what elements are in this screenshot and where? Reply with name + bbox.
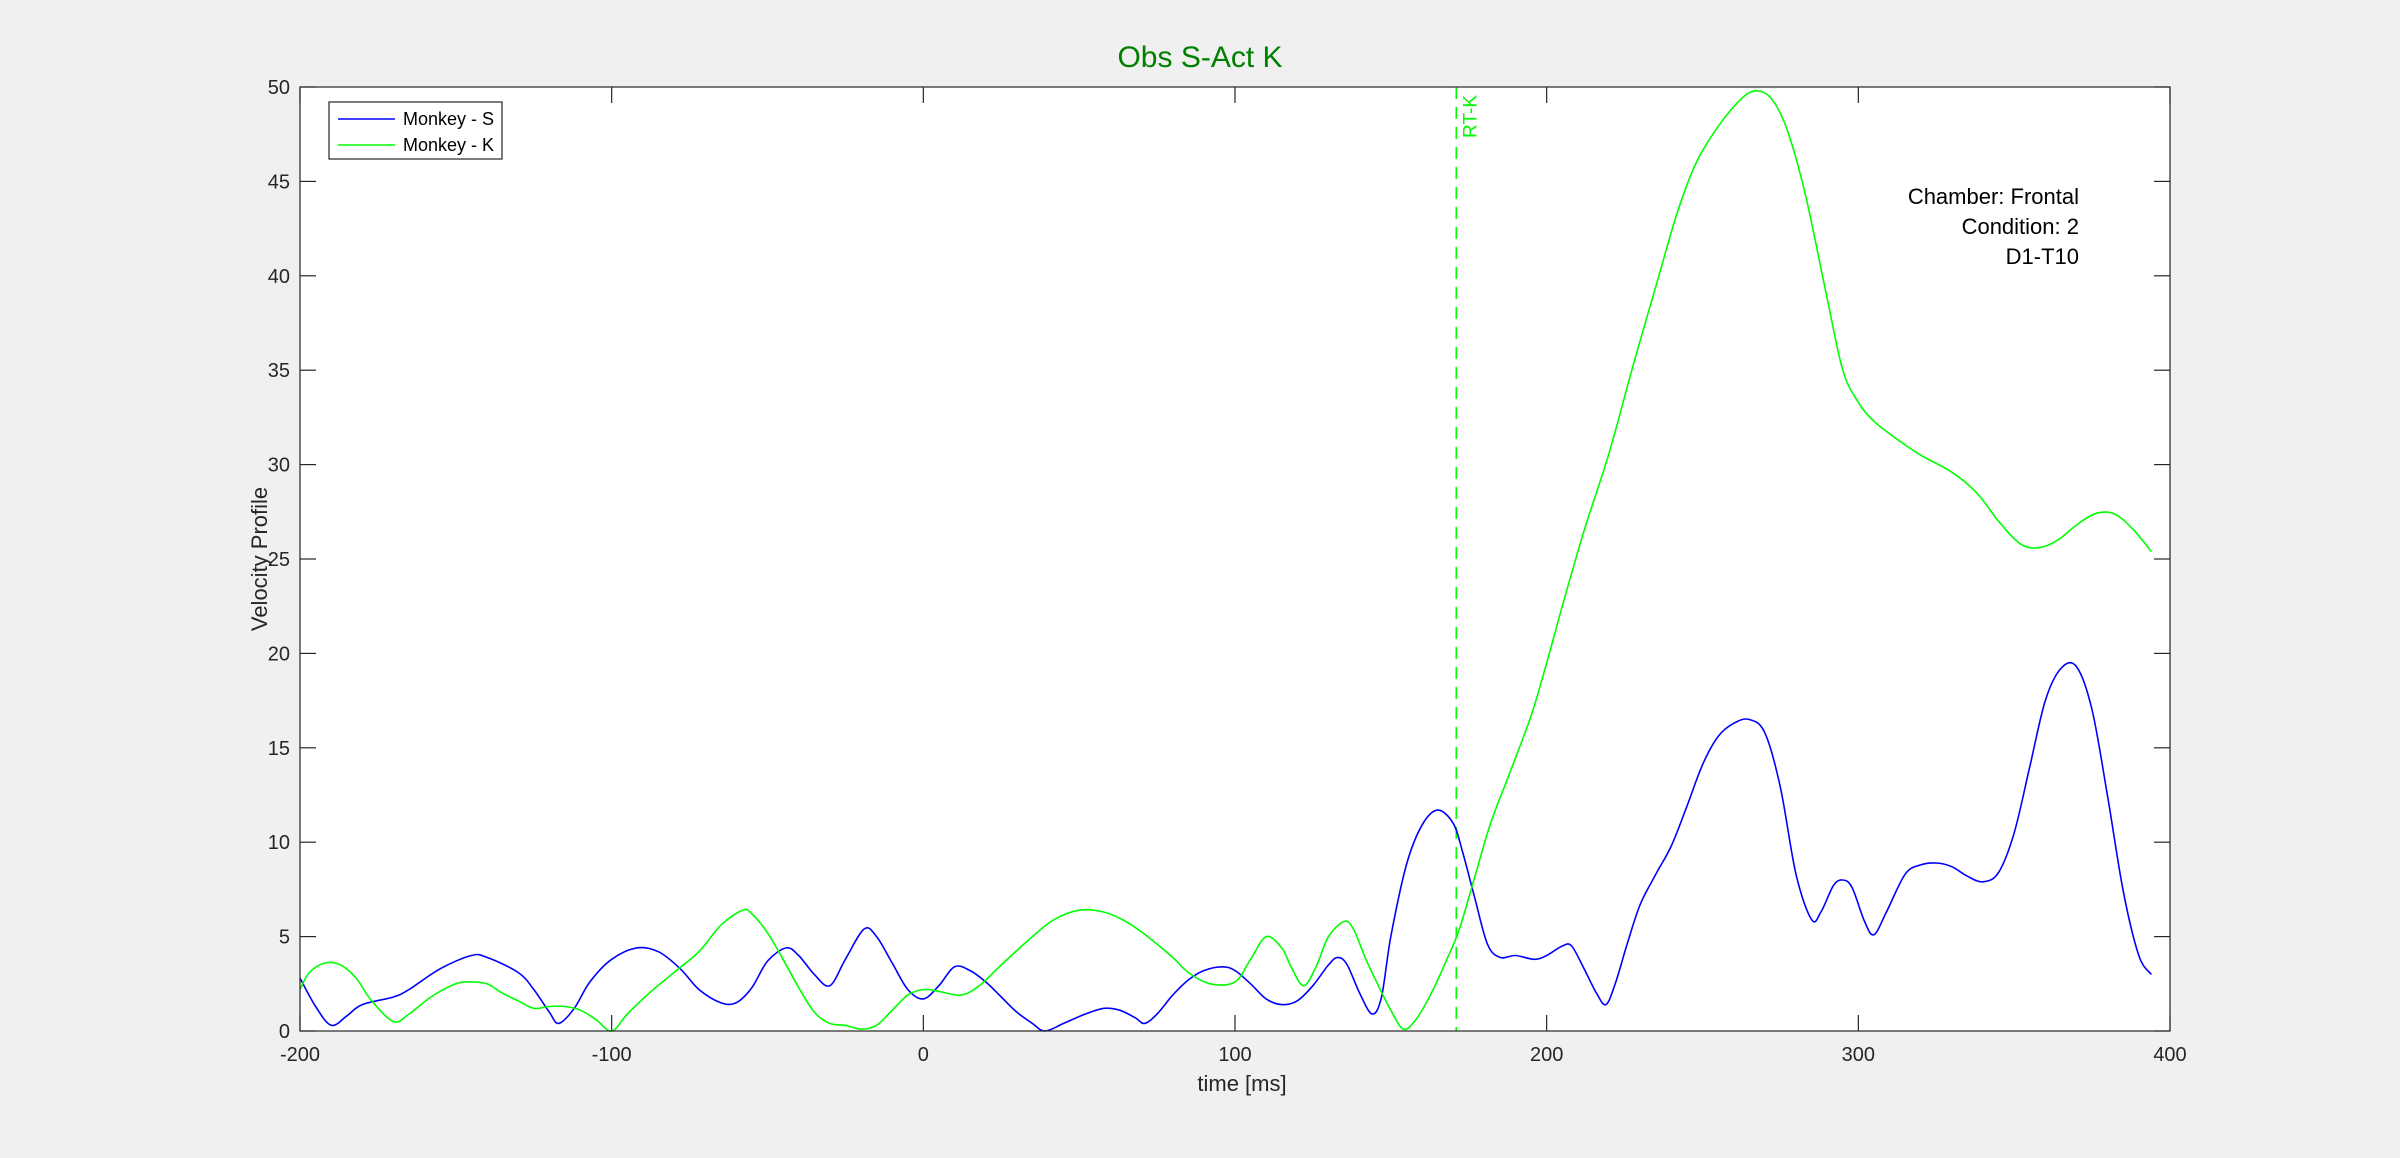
rt-marker-label: RT-K — [1460, 95, 1481, 138]
legend-entry-label: Monkey - S — [403, 109, 494, 129]
series-line-monkey-s — [299, 661, 2152, 1032]
plot-frame — [299, 86, 2171, 1032]
series-line-monkey-k — [299, 89, 2152, 1032]
legend: Monkey - S Monkey - K — [328, 101, 503, 160]
x-axis-label: time [ms] — [1197, 1071, 1286, 1096]
x-tick-label: 300 — [1842, 1044, 1875, 1066]
y-tick-label: 20 — [268, 643, 290, 665]
marker-layer: RT-K — [1455, 87, 1481, 1031]
x-tick-label: 100 — [1218, 1044, 1251, 1066]
chart-title: Obs S-Act K — [1117, 41, 1282, 74]
y-tick-label: 10 — [268, 832, 290, 854]
annotation-line: D1-T10 — [2006, 244, 2079, 269]
y-tick-label: 40 — [268, 266, 290, 288]
annotation-line: Condition: 2 — [1962, 214, 2079, 239]
x-tick-label: -200 — [280, 1044, 320, 1066]
y-tick-label: 50 — [268, 77, 290, 99]
y-tick-label: 35 — [268, 360, 290, 382]
y-tick-label: 5 — [279, 927, 290, 949]
x-tick-label: 200 — [1530, 1044, 1563, 1066]
annotation-box: Chamber: Frontal Condition: 2 D1-T10 — [1908, 184, 2079, 269]
axis-ticks: -200 -100 0 100 200 300 400 0 5 10 15 20 25 30 35 40 45 5… — [268, 77, 2187, 1066]
x-tick-label: 400 — [2153, 1044, 2186, 1066]
series-layer — [299, 89, 2152, 1032]
y-tick-label: 45 — [268, 171, 290, 193]
y-tick-label: 25 — [268, 549, 290, 571]
y-tick-label: 15 — [268, 738, 290, 760]
x-tick-label: -100 — [592, 1044, 632, 1066]
legend-entry-label: Monkey - K — [403, 135, 494, 155]
y-tick-label: 0 — [279, 1021, 290, 1043]
legend-box — [328, 101, 503, 160]
plot-area — [300, 87, 2170, 1031]
x-tick-label: 0 — [918, 1044, 929, 1066]
annotation-line: Chamber: Frontal — [1908, 184, 2079, 209]
y-tick-label: 30 — [268, 455, 290, 477]
y-axis-label: Velocity Profile — [247, 487, 272, 631]
